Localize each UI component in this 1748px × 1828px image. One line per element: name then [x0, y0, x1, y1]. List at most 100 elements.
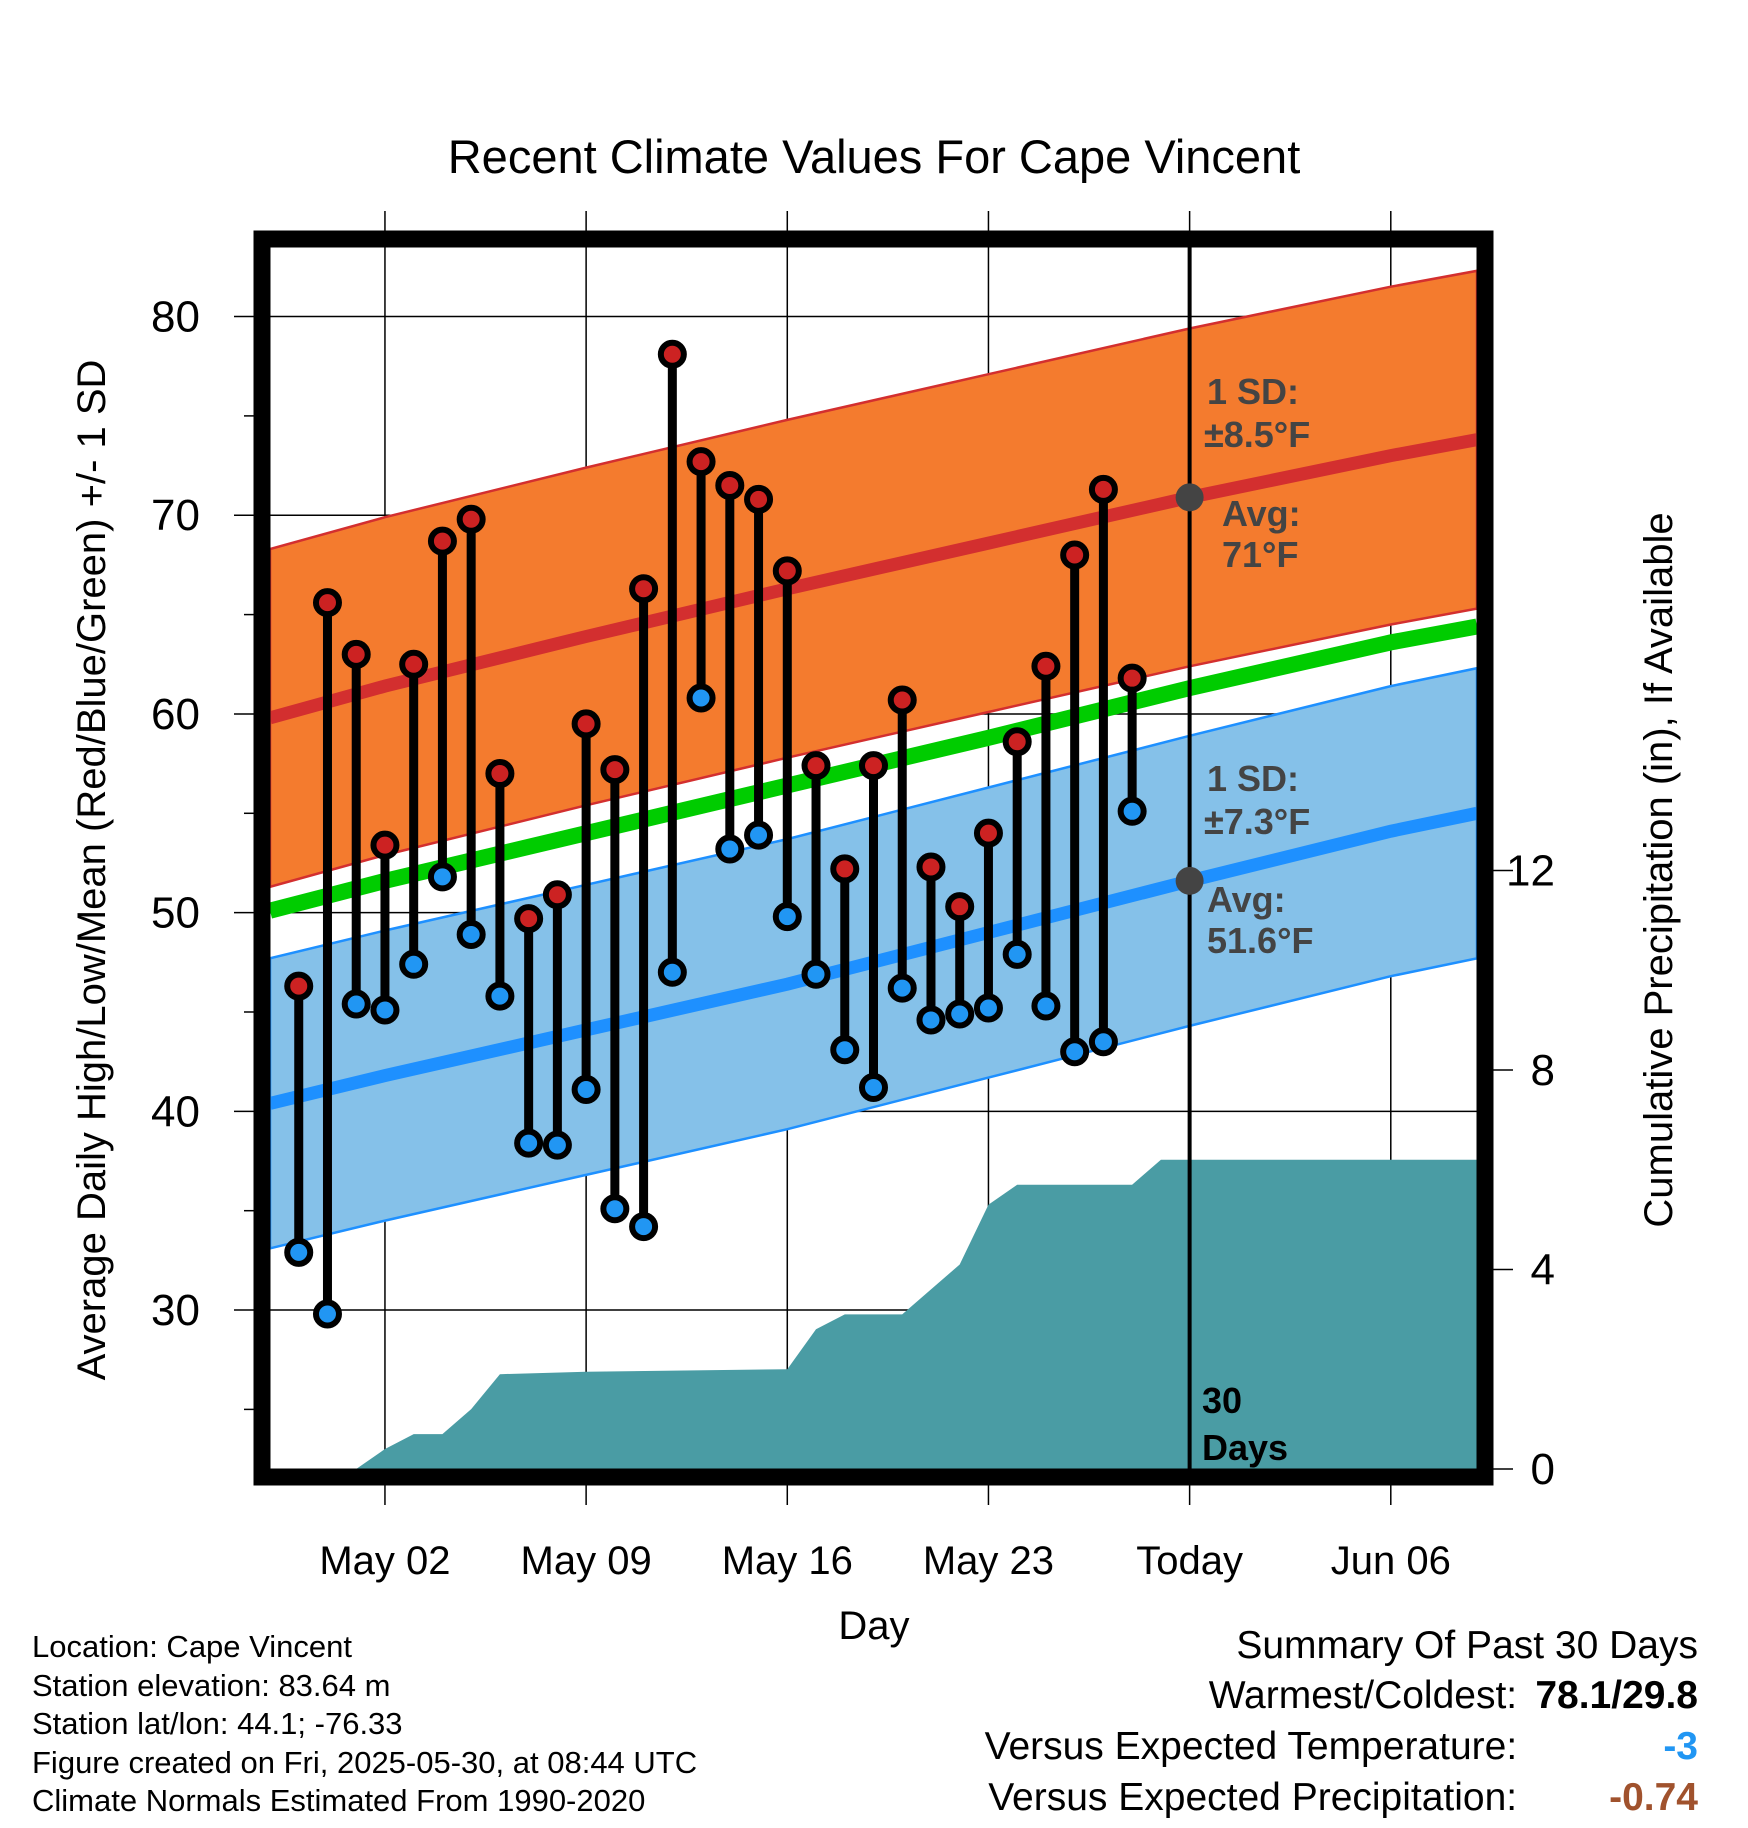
precip-row: Versus Expected Precipitation: -0.74	[985, 1772, 1698, 1823]
high-temp-point	[686, 447, 716, 477]
low-temp-point	[859, 1072, 888, 1102]
precip-value: -0.74	[1609, 1776, 1698, 1819]
high-temp-point	[657, 339, 687, 369]
high-temp-point	[772, 556, 802, 586]
low-temp-point	[341, 989, 371, 1019]
high-temp-point	[1117, 663, 1147, 693]
summary-panel: Summary Of Past 30 Days Warmest/Coldest:…	[985, 1622, 1698, 1823]
temp-label: Versus Expected Temperature:	[984, 1725, 1518, 1768]
warm-cold-row: Warmest/Coldest: 78.1/29.8	[985, 1670, 1698, 1721]
y-tick-label: 40	[151, 1087, 200, 1136]
low-temp-point	[916, 1005, 946, 1035]
latlon-text: Station lat/lon: 44.1; -76.33	[32, 1706, 403, 1741]
high-temp-point	[399, 649, 429, 679]
x-tick-label: May 23	[923, 1539, 1054, 1583]
x-tick-label: May 02	[319, 1539, 450, 1583]
high-temp-point	[744, 484, 774, 514]
low-temp-point	[744, 820, 774, 850]
elevation-text: Station elevation: 83.64 m	[32, 1667, 391, 1703]
high-temp-point	[485, 759, 515, 789]
low-temp-point	[1088, 1027, 1118, 1057]
plot-frame	[253, 230, 1494, 1486]
high-temp-point	[284, 971, 314, 1001]
high-temp-point	[629, 574, 659, 604]
low-temp-point	[715, 834, 745, 864]
low-sd-label: 1 SD:	[1207, 758, 1299, 799]
normals-text: Climate Normals Estimated From 1990-2020	[32, 1783, 646, 1818]
y2-tick-label: 4	[1531, 1245, 1555, 1294]
temp-row: Versus Expected Temperature: -3	[985, 1721, 1698, 1772]
high-temp-point	[427, 526, 457, 556]
low-temp-point	[945, 999, 975, 1029]
high-temp-point	[801, 751, 831, 781]
precip-label: Versus Expected Precipitation:	[988, 1776, 1518, 1819]
y2-tick-label: 8	[1531, 1046, 1555, 1095]
high-temp-point	[945, 892, 975, 922]
today-low-marker	[1175, 866, 1204, 895]
low-avg-value: 51.6°F	[1207, 920, 1313, 961]
low-temp-point	[887, 973, 917, 1003]
low-temp-point	[456, 919, 486, 949]
station-info: Location: Cape Vincent Station elevation…	[32, 1628, 697, 1821]
high-temp-point	[571, 709, 601, 739]
today-high-marker	[1175, 483, 1204, 512]
low-avg-label: Avg:	[1207, 879, 1286, 920]
low-temp-point	[801, 959, 831, 989]
x-axis-label: Day	[838, 1604, 909, 1648]
y2-tick-label: 0	[1531, 1445, 1555, 1494]
low-temp-point	[1117, 796, 1147, 826]
precip-area	[356, 1159, 1477, 1469]
low-temp-point	[1002, 939, 1032, 969]
high-temp-point	[859, 751, 888, 781]
high-temp-point	[456, 504, 486, 534]
high-avg-value: 71°F	[1222, 534, 1298, 575]
y-tick-label: 30	[151, 1286, 200, 1335]
low-temp-point	[1060, 1037, 1090, 1067]
low-temp-point	[772, 902, 802, 932]
x-tick-label: May 09	[521, 1539, 652, 1583]
chart-title: Recent Climate Values For Cape Vincent	[448, 130, 1301, 183]
high-temp-point	[1088, 474, 1118, 504]
days-word: Days	[1202, 1427, 1288, 1468]
high-temp-point	[370, 830, 400, 860]
low-sd-value: ±7.3°F	[1204, 801, 1310, 842]
y-tick-label: 80	[151, 293, 200, 342]
low-temp-point	[629, 1212, 659, 1242]
low-temp-point	[973, 993, 1003, 1023]
high-temp-point	[1060, 540, 1090, 570]
low-temp-point	[485, 981, 515, 1011]
low-temp-point	[600, 1194, 630, 1224]
y-tick-label: 70	[151, 491, 200, 540]
mean-avg-line	[270, 618, 1477, 919]
location-text: Location: Cape Vincent	[32, 1629, 352, 1664]
low-temp-point	[686, 683, 716, 713]
high-temp-point	[514, 904, 544, 934]
low-temp-point	[370, 995, 400, 1025]
low-temp-point	[399, 949, 429, 979]
low-temp-point	[284, 1237, 314, 1267]
y-axis-label: Average Daily High/Low/Mean (Red/Blue/Gr…	[70, 360, 114, 1381]
summary-title: Summary Of Past 30 Days	[1236, 1624, 1698, 1667]
x-tick-label: Jun 06	[1331, 1539, 1451, 1583]
high-sd-label: 1 SD:	[1207, 371, 1299, 412]
low-temp-point	[657, 957, 687, 987]
high-temp-point	[542, 880, 572, 910]
high-temp-point	[887, 685, 917, 715]
y-tick-label: 60	[151, 690, 200, 739]
temp-value: -3	[1663, 1725, 1698, 1768]
high-temp-point	[973, 818, 1003, 848]
high-temp-point	[312, 588, 342, 618]
high-temp-point	[916, 852, 946, 882]
high-sd-band	[270, 269, 1477, 889]
low-temp-point	[427, 862, 457, 892]
warm-cold-value: 78.1/29.8	[1535, 1674, 1698, 1717]
high-temp-point	[1031, 651, 1061, 681]
high-temp-point	[830, 854, 860, 884]
low-avg-line	[270, 806, 1477, 1110]
high-temp-point	[715, 470, 745, 500]
high-sd-value: ±8.5°F	[1204, 414, 1310, 455]
x-tick-label: May 16	[722, 1539, 853, 1583]
x-tick-label: Today	[1136, 1539, 1243, 1583]
